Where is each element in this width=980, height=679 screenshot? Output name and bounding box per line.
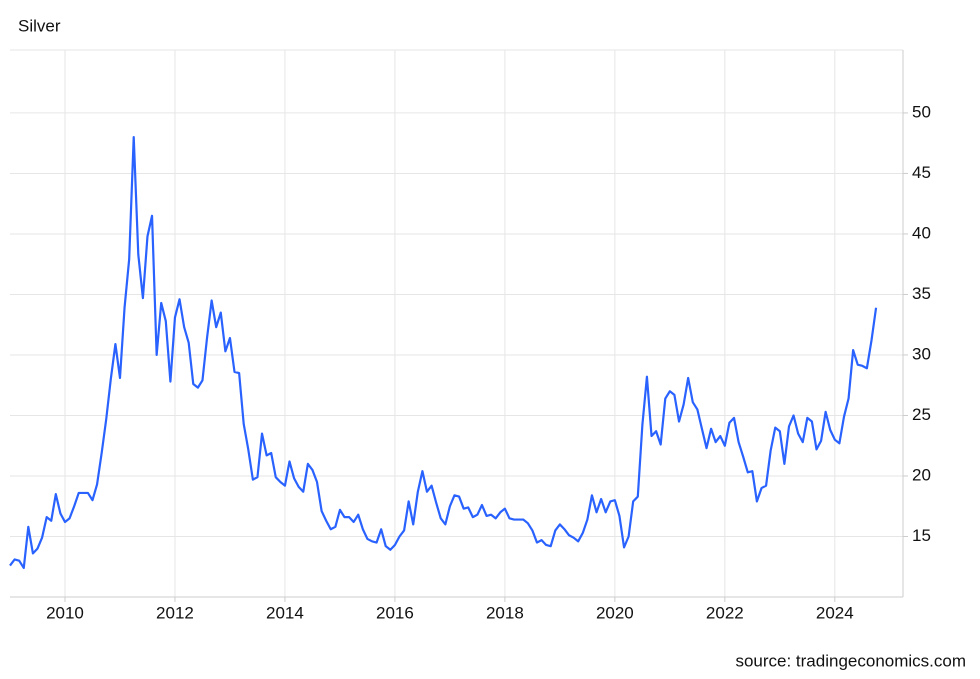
x-tick-label: 2016 [376, 603, 414, 622]
x-tick-label: 2010 [46, 603, 84, 622]
y-tick-label: 45 [912, 163, 931, 182]
source-note: source: tradingeconomics.com [735, 651, 966, 670]
x-tick-label: 2020 [596, 603, 634, 622]
y-tick-label: 50 [912, 102, 931, 121]
y-tick-label: 15 [912, 526, 931, 545]
x-tick-label: 2018 [486, 603, 524, 622]
y-tick-label: 25 [912, 405, 931, 424]
x-tick-label: 2012 [156, 603, 194, 622]
price-line [9, 136, 878, 570]
chart-title: Silver [18, 16, 61, 35]
y-tick-label: 35 [912, 284, 931, 303]
x-tick-label: 2024 [816, 603, 854, 622]
y-tick-label: 30 [912, 344, 931, 363]
x-tick-label: 2014 [266, 603, 304, 622]
y-tick-label: 40 [912, 223, 931, 242]
x-tick-label: 2022 [706, 603, 744, 622]
y-tick-label: 20 [912, 465, 931, 484]
